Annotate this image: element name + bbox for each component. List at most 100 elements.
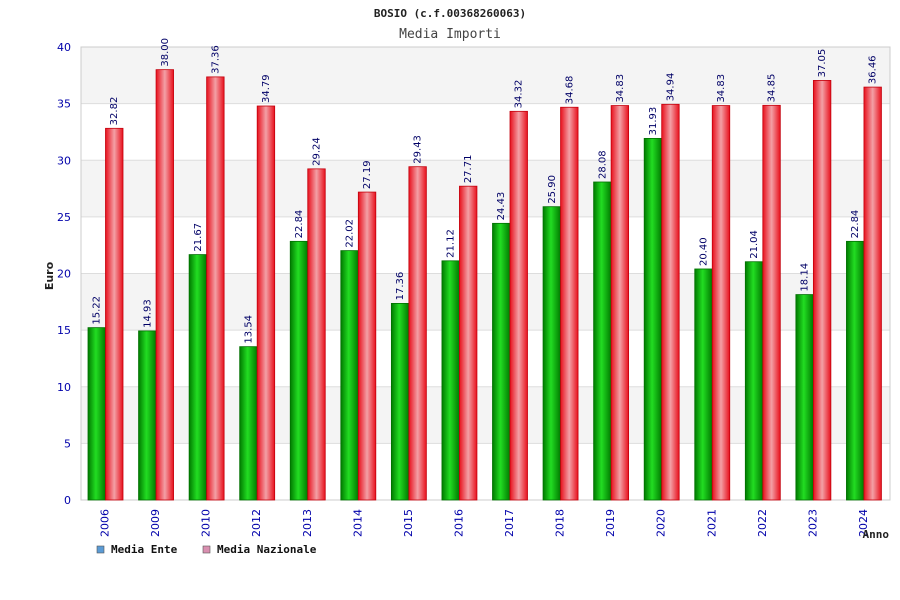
data-label: 34.94 xyxy=(665,73,676,102)
y-tick-label: 10 xyxy=(57,381,71,394)
data-label: 34.32 xyxy=(514,80,525,109)
x-tick-label: 2010 xyxy=(200,509,213,537)
data-label: 24.43 xyxy=(496,192,507,221)
bar-media-nazionale xyxy=(459,185,478,501)
bar-media-nazionale xyxy=(661,103,680,501)
data-label: 34.68 xyxy=(564,76,575,105)
data-label: 34.79 xyxy=(261,74,272,103)
data-label: 31.93 xyxy=(648,107,659,136)
bars: 15.22 32.82 14.93 38.00 21.67 37.36 13.54 34.79… xyxy=(87,38,882,501)
x-tick-label: 2015 xyxy=(402,509,415,537)
bar-media-nazionale xyxy=(408,166,427,501)
bar-group-media-ente: 21.12 xyxy=(441,229,460,501)
bar-group-media-ente: 22.02 xyxy=(340,219,359,501)
bar-group-media-nazionale: 34.68 xyxy=(560,76,579,501)
bar-media-nazionale xyxy=(357,191,377,501)
bar-media-nazionale xyxy=(105,127,124,501)
data-label: 28.08 xyxy=(597,150,608,179)
bar-group-media-nazionale: 29.43 xyxy=(408,135,427,501)
bar-media-nazionale xyxy=(812,80,832,501)
bar-media-ente xyxy=(795,294,814,501)
bar-group-media-ente: 22.84 xyxy=(846,210,865,501)
legend-swatch xyxy=(202,545,211,554)
data-label: 21.12 xyxy=(446,229,457,258)
bar-group-media-ente: 21.67 xyxy=(188,223,208,501)
x-tick-label: 2022 xyxy=(756,509,769,537)
y-tick-label: 20 xyxy=(57,268,71,281)
x-tick-label: 2020 xyxy=(655,509,668,537)
y-tick-label: 0 xyxy=(64,494,71,507)
bar-media-nazionale xyxy=(863,86,882,501)
bar-media-nazionale xyxy=(762,104,781,501)
bar-media-ente xyxy=(593,181,612,501)
bar-media-ente xyxy=(744,261,764,501)
data-label: 17.36 xyxy=(395,272,406,301)
x-tick-label: 2006 xyxy=(99,509,112,537)
y-tick-label: 35 xyxy=(57,98,71,111)
bar-media-ente xyxy=(542,206,561,501)
data-label: 37.36 xyxy=(210,45,221,74)
bar-media-ente xyxy=(340,250,359,501)
bar-group-media-ente: 20.40 xyxy=(694,237,713,501)
bar-group-media-nazionale: 36.46 xyxy=(863,55,882,501)
bar-group-media-nazionale: 32.82 xyxy=(105,97,124,501)
data-label: 34.83 xyxy=(716,74,727,103)
y-axis-label: Euro xyxy=(43,261,56,290)
data-label: 29.43 xyxy=(413,135,424,164)
bar-media-ente xyxy=(441,260,460,501)
x-tick-label: 2018 xyxy=(554,509,567,537)
bar-media-nazionale xyxy=(206,76,225,501)
bar-media-nazionale xyxy=(307,168,326,501)
data-label: 13.54 xyxy=(243,315,254,344)
data-label: 34.85 xyxy=(767,74,778,103)
data-label: 18.14 xyxy=(800,263,811,292)
bar-group-media-ente: 22.84 xyxy=(289,210,309,501)
x-tick-label: 2023 xyxy=(806,509,819,537)
bar-group-media-ente: 31.93 xyxy=(643,107,663,501)
legend-label: Media Ente xyxy=(111,543,178,556)
bar-media-ente xyxy=(492,222,511,501)
x-tick-label: 2014 xyxy=(351,509,364,537)
bar-media-nazionale xyxy=(155,69,174,501)
data-label: 34.83 xyxy=(615,74,626,103)
data-label: 38.00 xyxy=(160,38,171,67)
data-label: 22.84 xyxy=(294,210,305,239)
bar-group-media-nazionale: 37.05 xyxy=(812,49,832,501)
bar-group-media-nazionale: 29.24 xyxy=(307,137,326,501)
bar-media-ente xyxy=(390,302,410,501)
data-label: 22.84 xyxy=(850,210,861,239)
y-tick-label: 15 xyxy=(57,324,71,337)
chart-subtitle: Media Importi xyxy=(399,27,501,42)
y-tick-label: 40 xyxy=(57,41,71,54)
data-label: 27.71 xyxy=(463,155,474,184)
data-label: 29.24 xyxy=(312,137,323,166)
bar-group-media-ente: 28.08 xyxy=(593,150,612,501)
data-label: 32.82 xyxy=(109,97,120,126)
data-label: 22.02 xyxy=(345,219,356,248)
bar-media-ente xyxy=(289,240,309,501)
bar-group-media-nazionale: 27.19 xyxy=(357,160,377,501)
legend-item-media-nazionale: Media Nazionale xyxy=(202,543,317,556)
data-label: 14.93 xyxy=(142,299,153,328)
data-label: 25.90 xyxy=(547,175,558,204)
x-tick-label: 2009 xyxy=(149,509,162,537)
bar-media-ente xyxy=(239,346,258,501)
bar-group-media-nazionale: 37.36 xyxy=(206,45,225,501)
x-tick-label: 2016 xyxy=(452,509,465,537)
x-tick-label: 2012 xyxy=(250,509,263,537)
bar-media-ente xyxy=(846,240,865,501)
bar-group-media-nazionale: 38.00 xyxy=(155,38,174,501)
data-label: 27.19 xyxy=(362,160,373,189)
bar-group-media-ente: 24.43 xyxy=(492,192,511,501)
y-tick-label: 25 xyxy=(57,211,71,224)
y-tick-label: 30 xyxy=(57,154,71,167)
bar-group-media-nazionale: 34.32 xyxy=(509,80,528,501)
bar-group-media-nazionale: 34.83 xyxy=(610,74,630,501)
bar-media-ente xyxy=(138,330,157,501)
x-tick-label: 2013 xyxy=(301,509,314,537)
bar-group-media-nazionale: 27.71 xyxy=(459,155,478,501)
bar-media-nazionale xyxy=(711,105,731,501)
bar-group-media-nazionale: 34.83 xyxy=(711,74,731,501)
bar-media-ente xyxy=(188,254,208,501)
legend-swatch xyxy=(96,545,105,554)
